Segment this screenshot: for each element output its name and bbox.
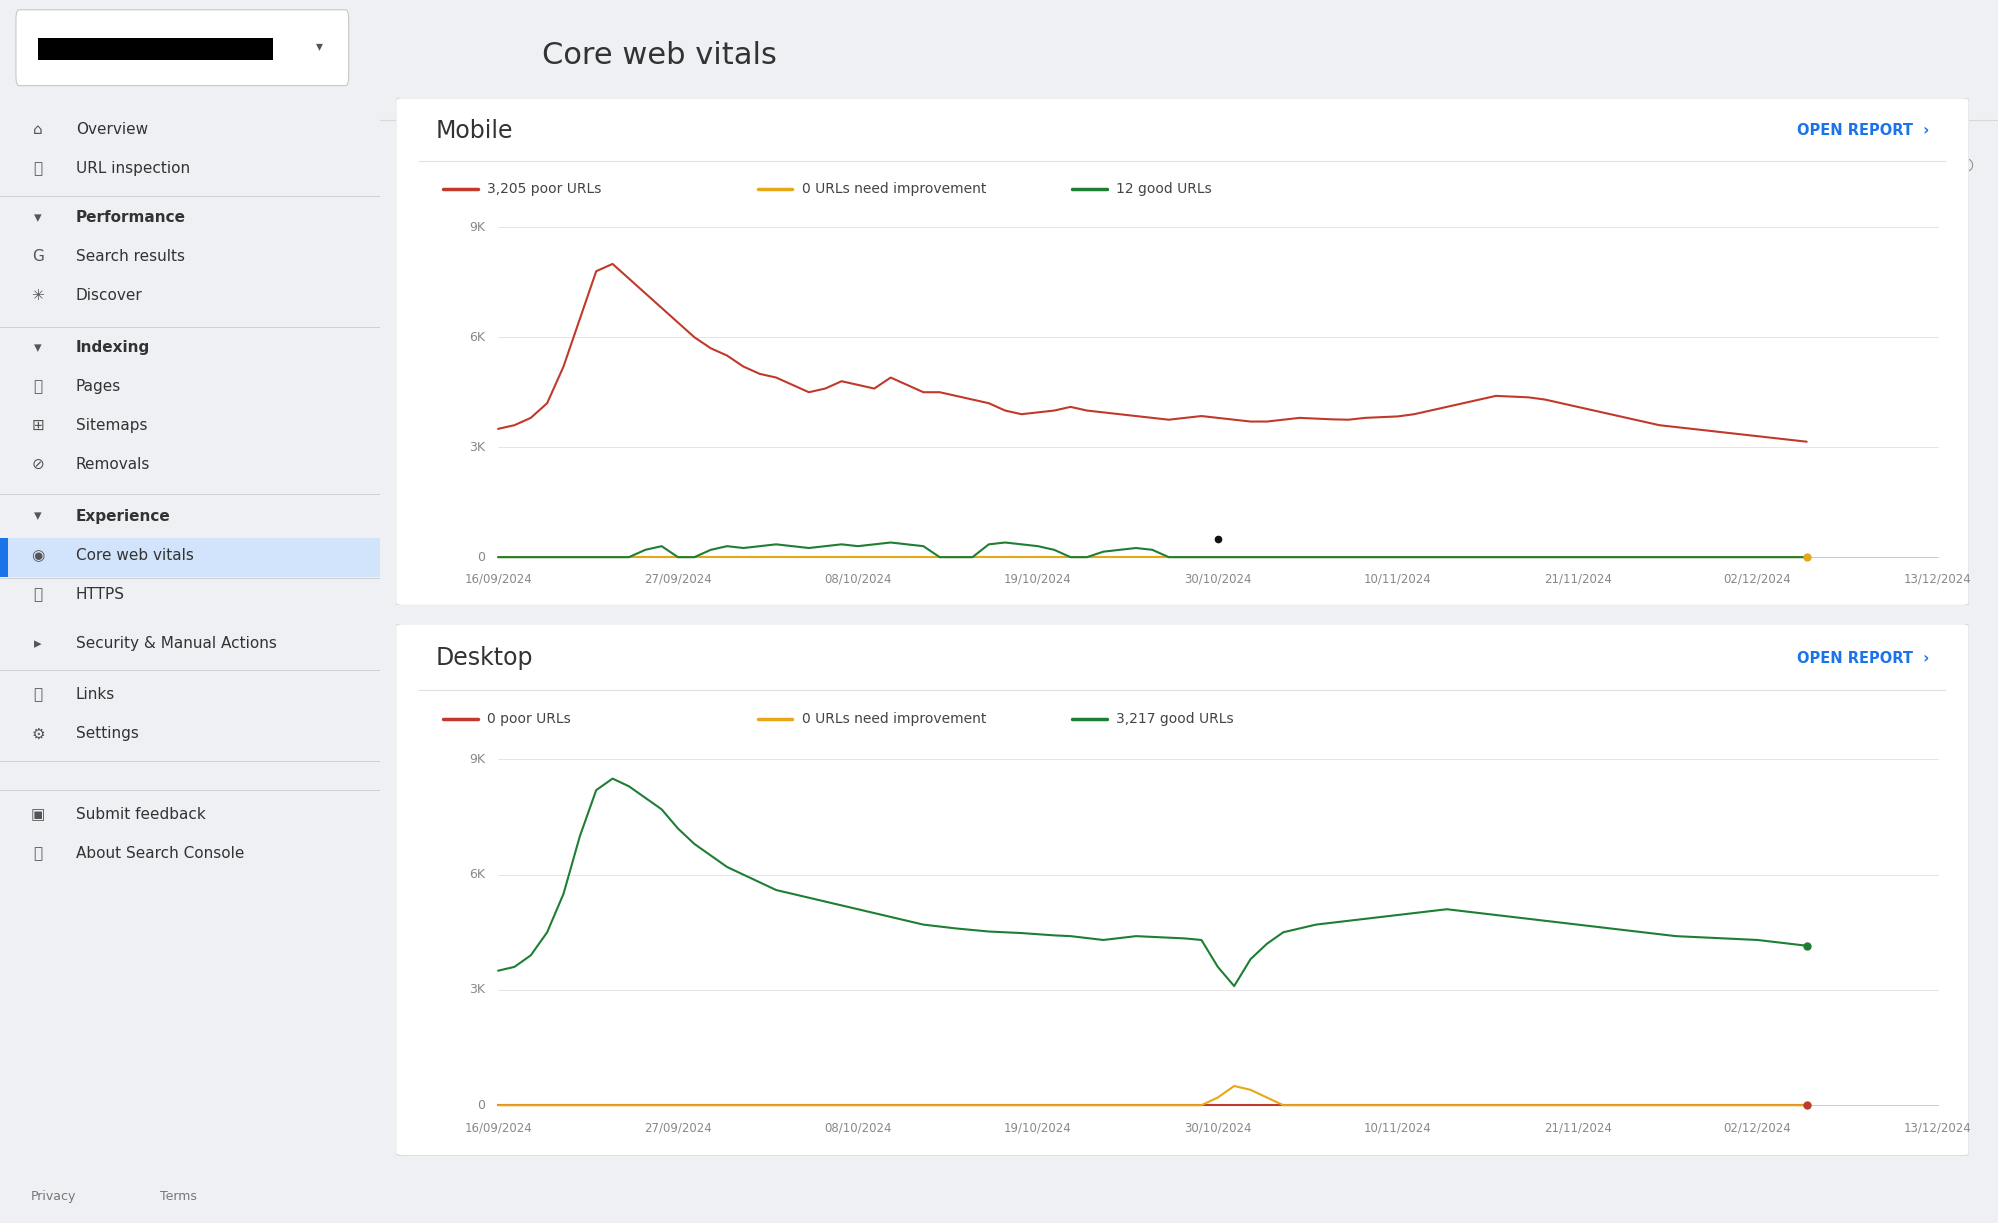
Text: 21/11/2024: 21/11/2024	[1542, 572, 1610, 586]
Text: Privacy: Privacy	[30, 1190, 76, 1202]
Text: 0 URLs need improvement: 0 URLs need improvement	[801, 182, 985, 196]
Text: 30/10/2024: 30/10/2024	[1183, 572, 1251, 586]
Text: ⓘ: ⓘ	[34, 846, 42, 861]
Text: OPEN REPORT  ›: OPEN REPORT ›	[1796, 124, 1928, 138]
Text: Search results: Search results	[76, 249, 186, 264]
Text: 3,205 poor URLs: 3,205 poor URLs	[488, 182, 601, 196]
Text: About Search Console: About Search Console	[76, 846, 244, 861]
Text: ⌂: ⌂	[34, 122, 42, 137]
FancyBboxPatch shape	[16, 10, 348, 86]
Text: 27/09/2024: 27/09/2024	[643, 572, 711, 586]
Text: 0: 0	[478, 550, 486, 564]
Text: ⊘: ⊘	[32, 457, 44, 472]
Text: 02/12/2024: 02/12/2024	[1722, 572, 1790, 586]
Text: HTTPS: HTTPS	[76, 587, 126, 602]
Text: ▾: ▾	[316, 39, 322, 54]
Text: Core web vitals: Core web vitals	[541, 42, 775, 70]
Bar	[0, 538, 380, 577]
Text: G: G	[32, 249, 44, 264]
Text: 12 good URLs: 12 good URLs	[1115, 182, 1211, 196]
Text: 16/09/2024: 16/09/2024	[464, 1121, 531, 1134]
Text: 02/12/2024: 02/12/2024	[1722, 1121, 1790, 1134]
Text: Desktop: Desktop	[436, 646, 531, 670]
Text: 13/12/2024: 13/12/2024	[1902, 1121, 1970, 1134]
Text: Terms: Terms	[160, 1190, 196, 1202]
Text: 21/11/2024: 21/11/2024	[1542, 1121, 1610, 1134]
Text: 9K: 9K	[470, 221, 486, 234]
Text: Sitemaps: Sitemaps	[76, 418, 148, 433]
Bar	[38, 38, 274, 60]
Text: ▾: ▾	[34, 340, 42, 355]
Text: ⊞: ⊞	[32, 418, 44, 433]
Text: 0 poor URLs: 0 poor URLs	[488, 713, 571, 726]
Text: 0 URLs need improvement: 0 URLs need improvement	[801, 713, 985, 726]
Text: Settings: Settings	[76, 726, 138, 741]
Text: 08/10/2024: 08/10/2024	[823, 1121, 891, 1134]
Text: 08/10/2024: 08/10/2024	[823, 572, 891, 586]
Text: 6K: 6K	[470, 868, 486, 881]
Text: 🔗: 🔗	[34, 687, 42, 702]
Text: 0: 0	[478, 1098, 486, 1112]
Text: Overview: Overview	[76, 122, 148, 137]
Text: Pages: Pages	[76, 379, 122, 394]
Text: ⧉: ⧉	[34, 379, 42, 394]
Text: 3K: 3K	[470, 983, 486, 997]
Text: 3,217 good URLs: 3,217 good URLs	[1115, 713, 1233, 726]
Text: ✳: ✳	[32, 289, 44, 303]
Text: 6K: 6K	[470, 330, 486, 344]
Text: Indexing: Indexing	[76, 340, 150, 355]
Text: ▾: ▾	[34, 210, 42, 225]
Text: 16/09/2024: 16/09/2024	[464, 572, 531, 586]
Text: 3K: 3K	[470, 440, 486, 454]
FancyBboxPatch shape	[396, 98, 1968, 605]
Text: ⚙: ⚙	[32, 726, 44, 741]
Bar	[0, 538, 8, 577]
Text: 19/10/2024: 19/10/2024	[1003, 572, 1071, 586]
Text: 30/10/2024: 30/10/2024	[1183, 1121, 1251, 1134]
Text: 🔍: 🔍	[34, 161, 42, 176]
Text: Core web vitals: Core web vitals	[76, 548, 194, 563]
Text: URL inspection: URL inspection	[76, 161, 190, 176]
Text: 9K: 9K	[470, 753, 486, 766]
Text: Performance: Performance	[76, 210, 186, 225]
Text: Chrome UX report: Chrome UX report	[1800, 158, 1950, 172]
Text: 27/09/2024: 27/09/2024	[643, 1121, 711, 1134]
Text: Mobile: Mobile	[436, 119, 511, 143]
FancyBboxPatch shape	[396, 624, 1968, 1156]
Text: 19/10/2024: 19/10/2024	[1003, 1121, 1071, 1134]
Text: Security & Manual Actions: Security & Manual Actions	[76, 636, 276, 651]
Text: ▾: ▾	[34, 509, 42, 523]
Text: OPEN REPORT  ›: OPEN REPORT ›	[1796, 651, 1928, 665]
Text: Experience: Experience	[76, 509, 170, 523]
Text: 🔒: 🔒	[34, 587, 42, 602]
Text: ?: ?	[1962, 160, 1968, 170]
Text: ▣: ▣	[30, 807, 46, 822]
Text: 13/12/2024: 13/12/2024	[1902, 572, 1970, 586]
Text: ▸: ▸	[34, 636, 42, 651]
Text: Removals: Removals	[76, 457, 150, 472]
Text: Submit feedback: Submit feedback	[76, 807, 206, 822]
Text: ◉: ◉	[32, 548, 44, 563]
Text: Source:: Source:	[1808, 158, 1868, 172]
Text: 10/11/2024: 10/11/2024	[1363, 1121, 1431, 1134]
Text: 10/11/2024: 10/11/2024	[1363, 572, 1431, 586]
Text: Discover: Discover	[76, 289, 142, 303]
Text: Links: Links	[76, 687, 116, 702]
